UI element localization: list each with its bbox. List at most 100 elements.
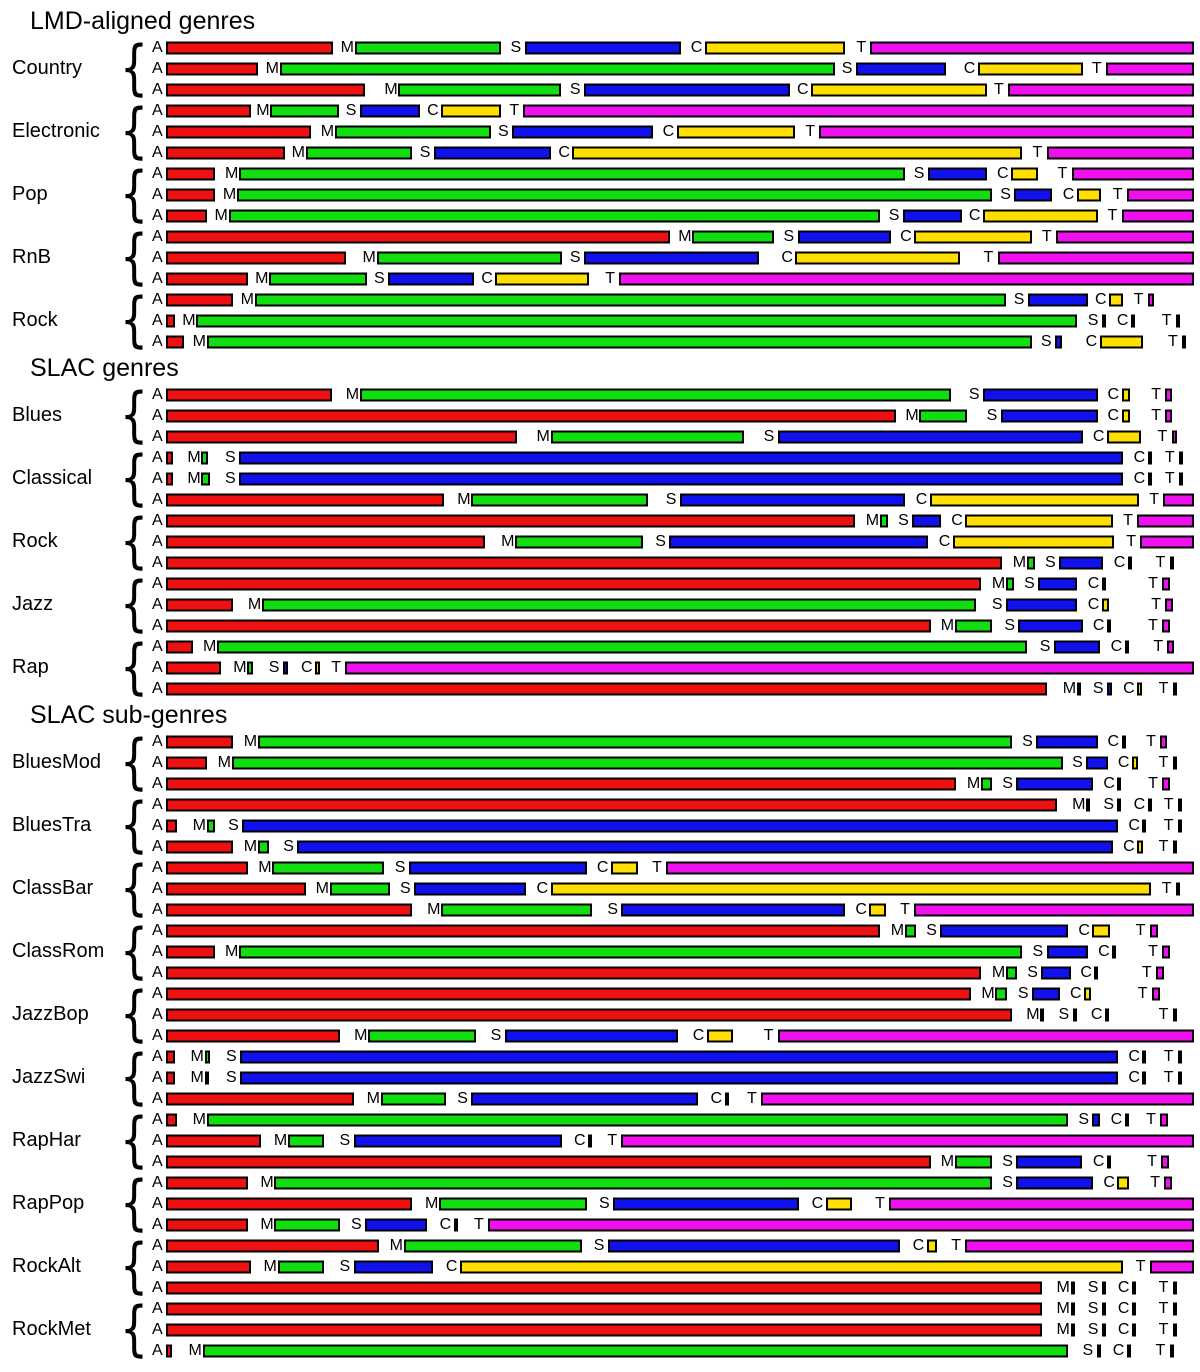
segment-letter-t: T	[1158, 1278, 1169, 1296]
segment-bar-m	[376, 251, 562, 264]
brace: {	[120, 1106, 148, 1175]
segment-letter-t: T	[1158, 1299, 1169, 1317]
segment-letter-s: S	[1087, 1278, 1099, 1296]
segment-bar-m	[398, 83, 562, 96]
segment-bar-s	[504, 1029, 679, 1042]
segment-bar-m	[954, 1155, 992, 1168]
segment-letter-m: M	[1026, 1005, 1040, 1023]
genre-group: Jazz{A M S C T A M S C T A M S C T	[0, 570, 1200, 639]
segment-letter-c: C	[1062, 185, 1075, 203]
brace: {	[120, 1232, 148, 1301]
segment-letter-m: M	[182, 311, 196, 329]
segment-bar-t	[1177, 798, 1182, 811]
segment-letter-c: C	[1128, 816, 1140, 834]
segment-bar-s	[240, 1050, 1118, 1063]
segment-bar-t	[1140, 535, 1194, 548]
segment-bar-s	[1092, 1113, 1101, 1126]
segment-bar-m	[196, 314, 1078, 327]
segment-letter-s: S	[1087, 1299, 1099, 1317]
segment-bar-s	[388, 272, 474, 285]
segment-letter-a: A	[152, 732, 163, 750]
segment-letter-a: A	[152, 143, 163, 161]
segment-bar-t	[761, 1092, 1194, 1105]
segment-bar-m	[879, 514, 888, 527]
segment-letter-a: A	[152, 1005, 163, 1023]
segment-bar-m	[236, 188, 992, 201]
segment-letter-a: A	[152, 574, 163, 592]
segment-letter-a: A	[152, 921, 163, 939]
segment-bar-m	[980, 777, 992, 790]
segment-letter-m: M	[203, 637, 217, 655]
segment-letter-m: M	[1056, 1299, 1070, 1317]
segment-bar-s	[1036, 735, 1099, 748]
segment-bar-t	[523, 104, 1194, 117]
segment-bar-c	[1124, 640, 1129, 653]
segment-bar-c	[1137, 840, 1143, 853]
segment-bar-s	[1054, 335, 1062, 348]
segment-letter-a: A	[152, 1026, 163, 1044]
segment-bar-a	[166, 41, 334, 54]
segment-bar-t	[1162, 619, 1171, 632]
segment-bar-m	[334, 125, 491, 138]
segment-letter-t: T	[1148, 774, 1158, 792]
segment-bar-a	[166, 83, 365, 96]
brace: {	[120, 791, 148, 860]
segment-bar-a	[166, 1260, 251, 1273]
segment-bar-c	[825, 1197, 853, 1210]
segment-letter-s: S	[763, 427, 775, 445]
segment-letter-a: A	[152, 816, 163, 834]
segment-letter-c: C	[968, 206, 981, 224]
segment-bar-m	[354, 41, 502, 54]
segment-letter-s: S	[1072, 753, 1083, 771]
segment-bar-a	[166, 945, 215, 958]
segment-bar-m	[954, 619, 992, 632]
segment-bar-m	[305, 146, 413, 159]
segment-bar-c	[1121, 409, 1131, 422]
segment-bar-a	[166, 188, 215, 201]
segment-letter-t: T	[331, 658, 341, 676]
segment-letter-c: C	[1133, 469, 1146, 487]
segment-bar-a	[166, 861, 248, 874]
brace: {	[120, 34, 148, 103]
segment-letter-t: T	[1161, 879, 1172, 897]
segment-bar-m	[269, 272, 367, 285]
segment-letter-m: M	[354, 1026, 368, 1044]
segment-bar-c	[1132, 1323, 1136, 1336]
segment-letter-a: A	[152, 269, 163, 287]
segment-letter-m: M	[273, 1131, 288, 1149]
segment-letter-m: M	[991, 963, 1006, 981]
genre-group: Rock{A M S C T A M S C T A M S C T	[0, 507, 1200, 576]
segment-bar-a	[166, 167, 215, 180]
segment-bar-t	[666, 861, 1194, 874]
segment-letter-c: C	[1128, 1068, 1140, 1086]
segment-letter-m: M	[192, 816, 206, 834]
segment-bar-t	[1163, 493, 1194, 506]
segment-letter-c: C	[1087, 574, 1100, 592]
segment-letter-c: C	[536, 879, 549, 897]
segment-letter-m: M	[425, 1194, 439, 1212]
segment-bar-m	[231, 756, 1063, 769]
segment-bar-s	[1072, 1008, 1077, 1021]
brace: {	[120, 97, 148, 166]
segment-bar-c	[550, 882, 1152, 895]
segment-bar-a	[166, 230, 670, 243]
segment-letter-c: C	[1103, 774, 1115, 792]
segment-bar-c	[977, 62, 1083, 75]
segment-letter-s: S	[497, 122, 509, 140]
segment-letter-t: T	[1151, 595, 1162, 613]
segment-bar-s	[239, 451, 1124, 464]
segment-letter-t: T	[1164, 469, 1175, 487]
